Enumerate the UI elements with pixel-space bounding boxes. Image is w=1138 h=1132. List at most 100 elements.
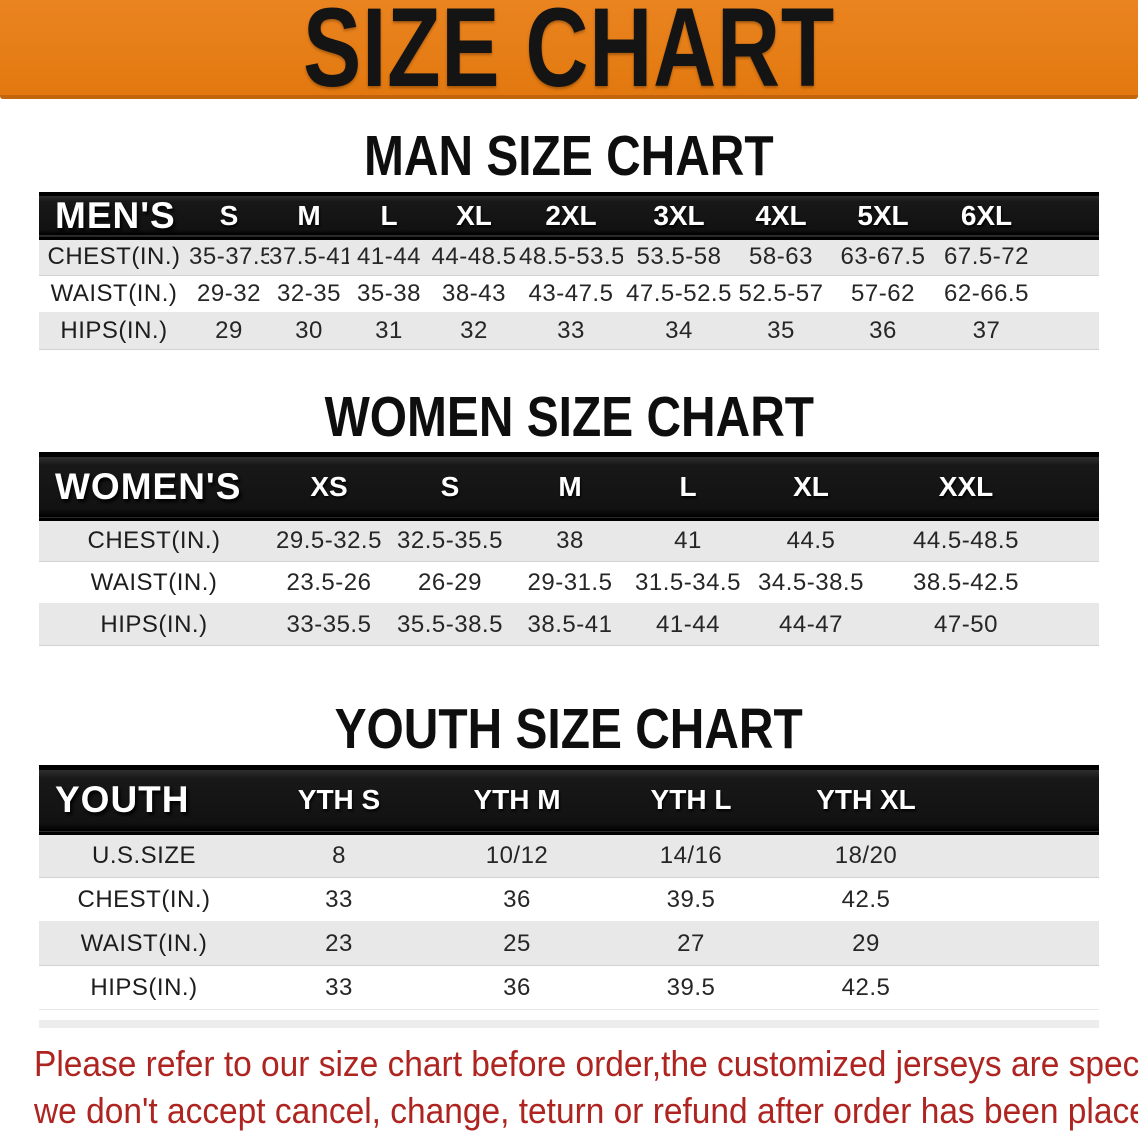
size-value-cell: 31 xyxy=(375,316,403,344)
size-column-header: L xyxy=(679,470,697,502)
women-header-row: WOMEN'S XS S M L XL XXL xyxy=(39,453,1099,520)
size-value-cell: 38-43 xyxy=(442,279,506,307)
size-value-cell: 27 xyxy=(677,929,705,957)
size-value-cell: 42.5 xyxy=(841,885,891,913)
row-label: HIPS(IN.) xyxy=(90,973,198,1001)
row-label: U.S.SIZE xyxy=(91,842,197,870)
size-row: WAIST(IN.) 23 25 27 29 xyxy=(39,921,1099,966)
size-value-cell: 35-37.5 xyxy=(189,243,269,271)
size-value-cell: 29-32 xyxy=(197,279,261,307)
size-column-header: 4XL xyxy=(755,199,807,231)
size-value-cell: 34.5-38.5 xyxy=(758,568,864,596)
youth-header-row: YOUTH YTH S YTH M YTH L YTH XL xyxy=(39,766,1099,834)
size-value-cell: 10/12 xyxy=(485,842,549,870)
men-section-heading: MAN SIZE CHART xyxy=(0,125,1138,188)
size-value-cell: 44.5-48.5 xyxy=(913,527,1019,555)
size-column-header: M xyxy=(558,470,582,502)
size-column-header: 2XL xyxy=(545,199,597,231)
size-value-cell: 63-67.5 xyxy=(840,243,926,271)
size-column-header: 5XL xyxy=(857,199,909,231)
size-value-cell: 34 xyxy=(665,316,693,344)
men-size-table: MEN'S S M L XL 2XL 3XL 4XL 5XL 6XL CHEST(IN.) 35-3… xyxy=(39,192,1099,350)
size-column-header: XL xyxy=(456,199,492,231)
size-value-cell: 36 xyxy=(869,316,897,344)
row-label: WAIST(IN.) xyxy=(80,929,208,957)
size-column-header: 6XL xyxy=(960,199,1013,231)
size-value-cell: 23 xyxy=(325,929,353,957)
filler-cell xyxy=(955,834,1099,878)
size-value-cell: 42.5 xyxy=(841,973,891,1001)
row-label: WAIST(IN.) xyxy=(50,279,178,307)
row-label: HIPS(IN.) xyxy=(60,316,168,344)
women-size-section: WOMEN SIZE CHART WOMEN'S XS S M L XL XXL CHEST… xyxy=(0,384,1138,647)
size-row: U.S.SIZE 8 10/12 14/16 18/20 xyxy=(39,833,1099,878)
size-value-cell: 29 xyxy=(852,929,880,957)
size-value-cell: 29.5-32.5 xyxy=(276,527,382,555)
size-column-header: M xyxy=(297,199,321,231)
size-row: CHEST(IN.) 29.5-32.5 32.5-35.5 38 41 44.5 44.5… xyxy=(39,519,1099,562)
size-value-cell: 44-47 xyxy=(779,610,843,638)
size-value-cell: 57-62 xyxy=(851,279,915,307)
size-value-cell: 41-44 xyxy=(656,610,720,638)
filler-cell xyxy=(1057,520,1099,562)
youth-size-table: YOUTH YTH S YTH M YTH L YTH XL U.S.SIZE 8 10/1… xyxy=(39,765,1099,1010)
men-size-section: MAN SIZE CHART MEN'S S M L XL 2XL 3XL 4XL 5XL 6XL… xyxy=(0,125,1138,350)
size-value-cell: 32-35 xyxy=(277,279,341,307)
youth-section-heading: YOUTH SIZE CHART xyxy=(0,698,1138,761)
size-value-cell: 53.5-58 xyxy=(636,243,722,271)
youth-section-heading-text: YOUTH SIZE CHART xyxy=(334,697,804,762)
size-value-cell: 43-47.5 xyxy=(528,279,614,307)
size-value-cell: 37 xyxy=(972,316,1001,344)
size-row: CHEST(IN.) 35-37.5 37.5-41 41-44 44-48.5 48.5… xyxy=(39,238,1099,276)
filler-cell xyxy=(955,767,1099,834)
size-row: WAIST(IN.) 23.5-26 26-29 29-31.5 31.5-34.5 34… xyxy=(39,561,1099,604)
table-end-divider xyxy=(39,1020,1099,1029)
disclaimer-line-1: Please refer to our size chart before or… xyxy=(34,1043,1138,1085)
size-value-cell: 44-48.5 xyxy=(431,243,517,271)
size-row: HIPS(IN.) 33 36 39.5 42.5 xyxy=(39,965,1099,1010)
filler-cell xyxy=(1057,454,1099,520)
row-label: CHEST(IN.) xyxy=(77,885,211,913)
size-value-cell: 29 xyxy=(215,316,243,344)
size-value-cell: 8 xyxy=(332,842,346,870)
size-value-cell: 52.5-57 xyxy=(738,279,824,307)
size-value-cell: 30 xyxy=(295,316,323,344)
size-value-cell: 47.5-52.5 xyxy=(626,279,732,307)
size-value-cell: 58-63 xyxy=(749,243,813,271)
banner-title: SIZE CHART xyxy=(303,0,835,110)
table-corner-label: MEN'S xyxy=(55,194,176,236)
size-value-cell: 14/16 xyxy=(659,842,723,870)
row-label: CHEST(IN.) xyxy=(47,243,181,271)
size-value-cell: 35 xyxy=(767,316,795,344)
women-section-heading: WOMEN SIZE CHART xyxy=(0,384,1138,449)
size-column-header: YTH XL xyxy=(816,784,916,816)
size-value-cell: 32 xyxy=(460,316,488,344)
filler-cell xyxy=(955,878,1099,922)
filler-cell xyxy=(1057,604,1099,646)
size-column-header: YTH M xyxy=(473,784,561,816)
row-label: CHEST(IN.) xyxy=(87,527,221,555)
women-size-table: WOMEN'S XS S M L XL XXL CHEST(IN.) 29.5-32.5 32.… xyxy=(39,452,1099,646)
size-value-cell: 18/20 xyxy=(834,842,898,870)
size-column-header: XL xyxy=(793,470,829,502)
size-value-cell: 36 xyxy=(503,885,531,913)
filler-cell xyxy=(1034,275,1099,312)
size-column-header: XS xyxy=(310,470,348,502)
size-value-cell: 35.5-38.5 xyxy=(397,610,503,638)
row-label: HIPS(IN.) xyxy=(100,610,208,638)
youth-size-section: YOUTH SIZE CHART YOUTH YTH S YTH M YTH L YTH… xyxy=(0,698,1138,1010)
filler-cell xyxy=(1034,238,1099,275)
filler-cell xyxy=(1057,562,1099,604)
size-value-cell: 44.5 xyxy=(786,527,836,555)
size-row: HIPS(IN.) 29 30 31 32 33 34 35 36 37 xyxy=(39,312,1099,350)
women-section-heading-text: WOMEN SIZE CHART xyxy=(324,384,814,449)
size-row: HIPS(IN.) 33-35.5 35.5-38.5 38.5-41 41-44 44-… xyxy=(39,603,1099,646)
size-value-cell: 31.5-34.5 xyxy=(635,568,741,596)
size-column-header: L xyxy=(380,199,398,231)
filler-cell xyxy=(1034,312,1099,349)
size-value-cell: 67.5-72 xyxy=(944,243,1029,271)
size-column-header: XXL xyxy=(938,470,994,502)
men-header-row: MEN'S S M L XL 2XL 3XL 4XL 5XL 6XL xyxy=(39,193,1099,239)
size-value-cell: 62-66.5 xyxy=(944,279,1029,307)
men-section-heading-text: MAN SIZE CHART xyxy=(364,124,774,188)
